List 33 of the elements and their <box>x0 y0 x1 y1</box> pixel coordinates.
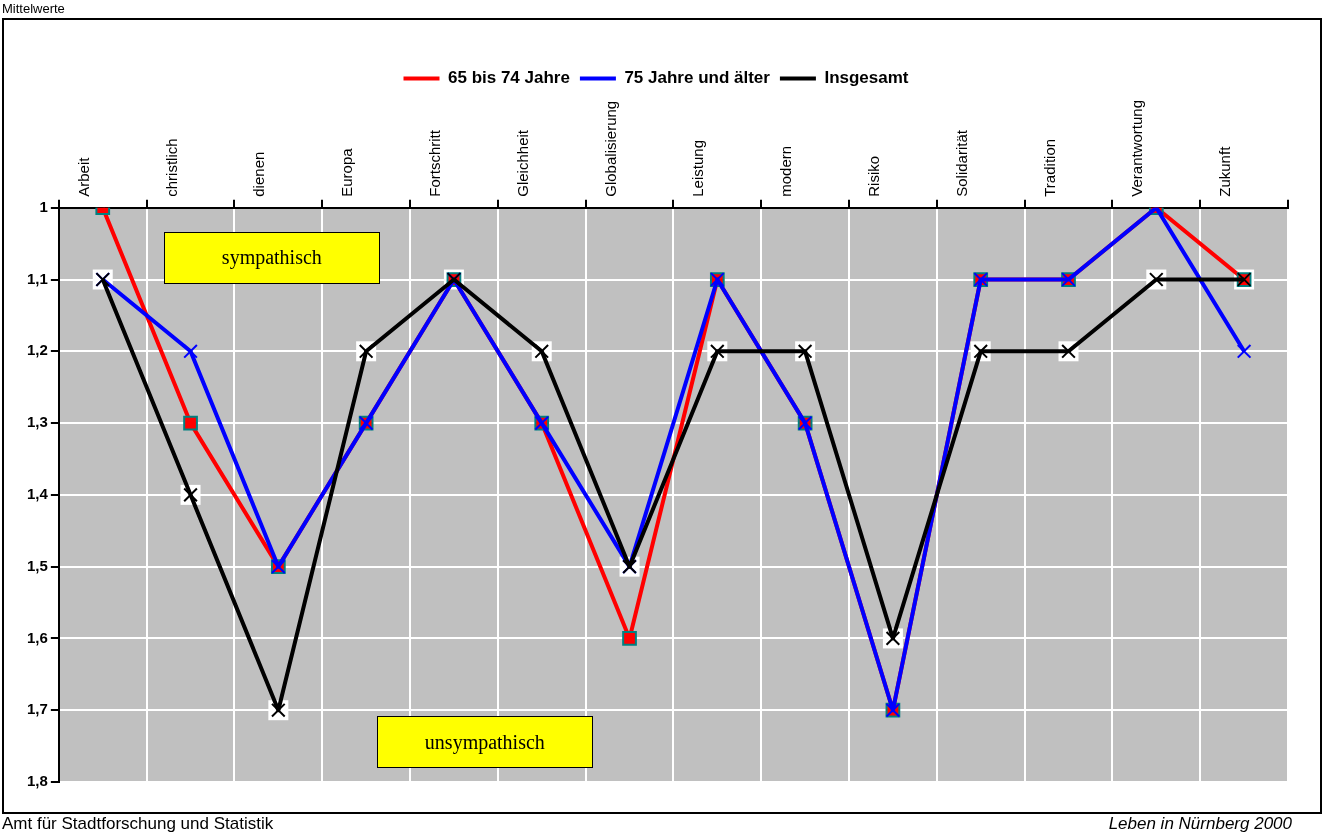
y-tick-label: 1,8 <box>26 772 48 790</box>
label-box: sympathisch <box>163 231 380 284</box>
chart-title: Mittelwerte <box>1 0 66 18</box>
y-tick-label: 1 <box>39 197 48 215</box>
x-tick-label: Risiko <box>865 155 883 197</box>
x-tick-label: Gleichheit <box>513 129 531 197</box>
x-tick-label: Leistung <box>689 140 707 197</box>
y-tick-label: 1,4 <box>26 485 49 503</box>
x-tick-label: Zukunft <box>1216 145 1234 197</box>
x-tick-label: Solidarität <box>952 129 970 197</box>
x-tick-label: dienen <box>250 151 268 197</box>
y-tick-label: 1,1 <box>26 269 48 287</box>
y-tick-label: 1,5 <box>26 556 48 574</box>
annotation: sympathisch <box>221 246 322 270</box>
x-tick-label: Verantwortung <box>1128 100 1146 197</box>
x-tick-label: Globalisierung <box>601 100 619 197</box>
legend-label: 75 Jahre und älter <box>624 68 771 88</box>
y-tick-label: 1,7 <box>26 700 48 718</box>
y-tick-label: 1,2 <box>26 341 48 359</box>
label-box: unsympathisch <box>376 716 593 768</box>
legend-label: 65 bis 74 Jahre <box>448 68 570 88</box>
y-tick-label: 1,3 <box>26 413 48 431</box>
x-tick-label: Tradition <box>1040 138 1058 197</box>
legend-label: Insgesamt <box>824 68 909 88</box>
x-tick-label: modern <box>777 145 795 197</box>
x-tick-label: Arbeit <box>74 156 92 197</box>
y-tick-label: 1,6 <box>26 628 48 646</box>
x-tick-label: Europa <box>338 147 356 197</box>
text: Leben in Nürnberg 2000 <box>1108 814 1292 834</box>
x-tick-label: christlich <box>162 138 180 197</box>
text: Amt für Stadtforschung und Statistik <box>2 814 274 834</box>
annotation: unsympathisch <box>424 730 545 754</box>
x-tick-label: Fortschritt <box>426 129 444 197</box>
